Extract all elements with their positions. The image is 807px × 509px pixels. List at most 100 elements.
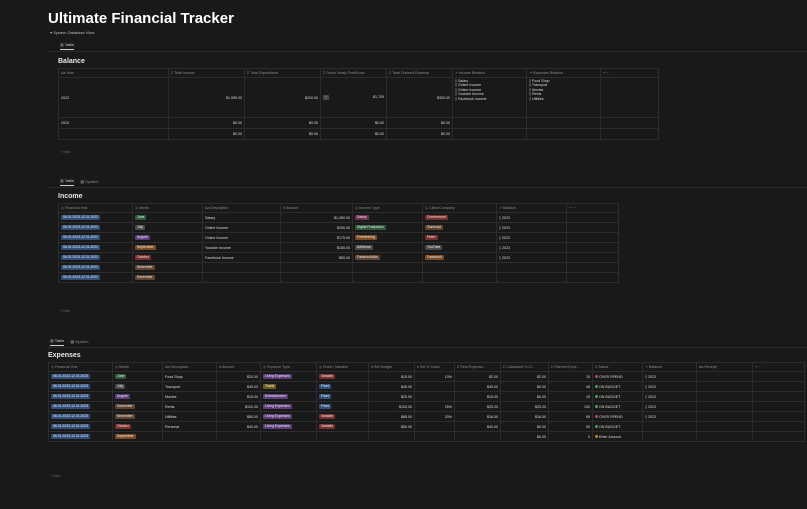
income-type-cell[interactable] <box>352 262 423 273</box>
system-database-view-toggle[interactable]: ▾ System Database View <box>50 30 95 35</box>
set-budget-cell[interactable] <box>368 431 415 442</box>
set-budget-cell[interactable]: $15.00 <box>368 371 415 382</box>
fixed-variable-cell[interactable]: Fixed <box>316 401 369 412</box>
financial-year-cell[interactable]: 06.01.2023-12.31.2023 <box>48 391 113 402</box>
table-row[interactable]: 06.01.2023-12.31.2023 July Transport $45.00… <box>48 381 805 392</box>
column-header[interactable]: ΣCalculated % Cl... <box>500 362 549 372</box>
table-row[interactable]: 06.01.2023-12.31.2023 October Personal $40.… <box>48 421 805 432</box>
month-cell[interactable]: June <box>112 371 163 382</box>
month-cell[interactable]: September <box>112 431 163 442</box>
fixed-variable-cell[interactable] <box>316 431 369 442</box>
column-header[interactable]: ◎Financial Year <box>58 203 133 213</box>
receipt-cell[interactable] <box>696 411 753 422</box>
set-claim-cell[interactable]: 25% <box>414 401 455 412</box>
relation-item[interactable]: ▯ Rents <box>529 92 542 97</box>
amount-cell[interactable]: $20.00 <box>216 371 261 382</box>
column-header[interactable]: AaDescription <box>162 362 217 372</box>
balance-cell[interactable]: ▯ 2023 <box>642 391 697 402</box>
column-header[interactable]: ◎Month <box>132 203 203 213</box>
column-header[interactable]: ◎Income Type <box>352 203 423 213</box>
balance-cell[interactable] <box>496 272 567 283</box>
income-new-row-button[interactable]: + New <box>60 309 71 313</box>
table-row[interactable]: 06.01.2023-12.31.2022 October Facebook Inc… <box>58 252 619 263</box>
set-budget-cell[interactable]: $65.00 <box>368 411 415 422</box>
balance-cell[interactable]: ▯ 2023 <box>496 222 567 233</box>
column-header[interactable]: ◎Month <box>112 362 163 372</box>
relation-item[interactable]: ▯ Movies <box>529 87 544 92</box>
financial-year-cell[interactable]: 06.01.2023-12.31.2022 <box>58 262 133 273</box>
expenses-new-row-button[interactable]: + New <box>50 474 61 478</box>
income-type-cell[interactable] <box>352 272 423 283</box>
relation-item[interactable]: ▯ Facebook Income <box>455 96 487 101</box>
tab-expenses-table[interactable]: ▦Table <box>50 338 65 346</box>
relation-item[interactable]: ▯ Food Shop <box>529 79 550 83</box>
description-cell[interactable]: Online Income <box>202 222 281 233</box>
balance-new-row-button[interactable]: + New <box>60 150 71 154</box>
column-header[interactable]: ΣPlanned Expe... <box>548 362 593 372</box>
table-row[interactable]: 06.01.2023-12.31.2022 August Online Income… <box>58 232 619 243</box>
column-header[interactable]: AaReceipt <box>696 362 753 372</box>
expense-type-cell[interactable]: Travel <box>260 381 317 392</box>
financial-year-cell[interactable]: 06.01.2023-12.31.2023 <box>48 431 113 442</box>
description-cell[interactable]: Facebook Income <box>202 252 281 263</box>
relation-item[interactable]: ▯ Salary <box>455 79 469 83</box>
set-claim-cell[interactable] <box>414 431 455 442</box>
month-cell[interactable]: November <box>132 262 203 273</box>
amount-cell[interactable]: $45.00 <box>216 381 261 392</box>
column-header[interactable]: AaYear <box>58 68 169 78</box>
table-row[interactable]: 06.01.2023-12.31.2022 July Online Income $2… <box>58 222 619 233</box>
description-cell[interactable] <box>202 272 281 283</box>
table-row[interactable]: 06.01.2023-12.31.2023 August Movies $15.00 E… <box>48 391 805 402</box>
receipt-cell[interactable] <box>696 381 753 392</box>
income-type-cell[interactable]: FacebookAds <box>352 252 423 263</box>
relation-item[interactable]: ▯ Transport <box>529 83 548 88</box>
column-header[interactable]: ↗Balance <box>642 362 697 372</box>
month-cell[interactable]: December <box>132 272 203 283</box>
description-cell[interactable]: Salary <box>202 212 281 223</box>
column-header[interactable]: ΣTotal Expenditure <box>244 68 321 78</box>
column-header[interactable]: ↗Expenses Relation <box>526 68 601 78</box>
column-header[interactable]: ↗Income Relation <box>452 68 527 78</box>
financial-year-cell[interactable]: 06.01.2023-12.31.2023 <box>48 381 113 392</box>
column-header[interactable]: ◎Fixed / Variable <box>316 362 369 372</box>
set-claim-cell[interactable]: 10% <box>414 371 455 382</box>
description-cell[interactable]: Transport <box>162 381 217 392</box>
expenses-relation-cell[interactable]: ▯ Food Shop ▯ Transport ▯ Movies ▯ Rents ▯ U… <box>526 77 601 118</box>
tab-income-table[interactable]: ▦Table <box>60 178 75 186</box>
income-type-cell[interactable]: Digital Production <box>352 222 423 233</box>
set-budget-cell[interactable]: $50.00 <box>368 421 415 432</box>
client-cell[interactable] <box>422 262 497 273</box>
column-header[interactable]: #Set % Claim <box>414 362 455 372</box>
client-cell[interactable]: Fiverr <box>422 232 497 243</box>
column-header[interactable]: #Set Budget <box>368 362 415 372</box>
balance-cell[interactable]: ▯ 2023 <box>642 371 697 382</box>
table-row[interactable]: 06.01.2023-12.31.2022 June Salary $1,350.00… <box>58 212 619 223</box>
fixed-variable-cell[interactable]: Variable <box>316 371 369 382</box>
month-cell[interactable]: September <box>132 242 203 253</box>
column-header[interactable]: AaDescription <box>202 203 281 213</box>
description-cell[interactable]: Rents <box>162 401 217 412</box>
column-header[interactable]: ΣStatus <box>592 362 643 372</box>
fixed-variable-cell[interactable]: Fixed <box>316 391 369 402</box>
balance-cell[interactable]: ▯ 2023 <box>496 212 567 223</box>
income-relation-cell[interactable] <box>452 117 527 129</box>
financial-year-cell[interactable]: 06.01.2023-12.31.2023 <box>48 401 113 412</box>
amount-cell[interactable]: $100.00 <box>216 401 261 412</box>
tab-expenses-system[interactable]: ▦System <box>70 338 89 344</box>
set-budget-cell[interactable]: $100.00 <box>368 401 415 412</box>
fixed-variable-cell[interactable]: Fixed <box>316 381 369 392</box>
month-cell[interactable]: November <box>112 411 163 422</box>
income-relation-cell[interactable]: ▯ Salary ▯ Online Income ▯ Online Income ▯ … <box>452 77 527 118</box>
description-cell[interactable]: Personal <box>162 421 217 432</box>
expenses-relation-cell[interactable] <box>526 128 601 140</box>
financial-year-cell[interactable]: 06.01.2023-12.31.2022 <box>58 212 133 223</box>
relation-item[interactable]: ▯ Youtube Income <box>455 92 484 97</box>
table-row[interactable]: 06.01.2023-12.31.2023 December Rents $100.0… <box>48 401 805 412</box>
balance-cell[interactable]: ▯ 2023 <box>496 242 567 253</box>
expenses-relation-cell[interactable] <box>526 117 601 129</box>
table-row[interactable]: 2024 $0.00 $0.00 $0.00 $0.00 <box>58 117 659 129</box>
expense-type-cell[interactable]: Living Expenses <box>260 421 317 432</box>
amount-cell[interactable] <box>280 262 353 273</box>
year-cell[interactable]: 2023 <box>58 77 169 118</box>
receipt-cell[interactable] <box>696 371 753 382</box>
